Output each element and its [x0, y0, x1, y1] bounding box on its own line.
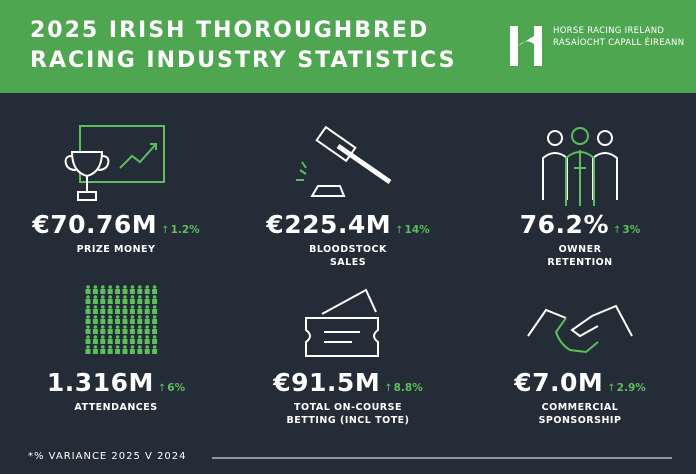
stat-label: OWNER RETENTION — [464, 243, 696, 269]
stat: €225.4M ↑14% BLOODSTOCK SALES — [232, 210, 464, 269]
stat-label: PRIZE MONEY — [0, 243, 232, 256]
stat-value: €91.5M — [273, 368, 381, 397]
stat-label: TOTAL ON-COURSE BETTING (INCL TOTE) — [232, 401, 464, 427]
handshake-icon — [527, 304, 633, 354]
title-line: 2025 IRISH THOROUGHBRED — [30, 18, 430, 43]
stat-change: 14% — [404, 224, 430, 236]
stat-label-line: ATTENDANCES — [74, 402, 158, 413]
footnote: *% VARIANCE 2025 V 2024 — [28, 451, 187, 462]
title-line: RACING INDUSTRY STATISTICS — [30, 48, 457, 73]
stat-label-line: RETENTION — [547, 257, 613, 268]
stat-label-line: SALES — [329, 257, 367, 268]
stat-value-line: 1.316M ↑6% — [0, 368, 232, 397]
people-icon — [542, 127, 618, 206]
arrow-icon: ↑ — [384, 383, 393, 394]
stat-change: 6% — [167, 382, 186, 394]
stat-label-line: OWNER — [558, 244, 602, 255]
stat-value: €70.76M — [32, 210, 158, 239]
attendance-icon — [85, 285, 158, 354]
stat-label: COMMERCIAL SPONSORSHIP — [464, 401, 696, 427]
stat-label-line: SPONSORSHIP — [538, 415, 622, 426]
stat-value: €7.0M — [514, 368, 604, 397]
logo-name: HORSE RACING IRELAND — [553, 26, 665, 36]
stat-label-line: TOTAL ON-COURSE — [294, 402, 402, 413]
stat-change: 2.9% — [616, 382, 646, 394]
stat-label: ATTENDANCES — [0, 401, 232, 414]
header: 2025 IRISH THOROUGHBRED RACING INDUSTRY … — [0, 0, 696, 93]
stat-label-line: PRIZE MONEY — [76, 244, 156, 255]
stat-label: BLOODSTOCK SALES — [232, 243, 464, 269]
footer-rule — [212, 457, 672, 459]
arrow-icon: ↑ — [613, 225, 622, 236]
stat-change: 3% — [622, 224, 641, 236]
stat-value-line: €7.0M ↑2.9% — [464, 368, 696, 397]
ticket-icon — [305, 288, 379, 357]
stat: 1.316M ↑6% ATTENDANCES — [0, 368, 232, 414]
arrow-icon: ↑ — [157, 383, 167, 394]
arrow-icon: ↑ — [395, 225, 404, 236]
stat-value-line: 76.2% ↑3% — [464, 210, 696, 239]
gavel-icon — [296, 125, 392, 197]
stat-label-line: BETTING (INCL TOTE) — [286, 415, 410, 426]
arrow-icon: ↑ — [161, 225, 170, 236]
stat-change: 8.8% — [393, 382, 423, 394]
stat: €91.5M ↑8.8% TOTAL ON-COURSE BETTING (INCL … — [232, 368, 464, 427]
stat-value-line: €91.5M ↑8.8% — [232, 368, 464, 397]
trophy-icon — [64, 125, 165, 201]
stat: €7.0M ↑2.9% COMMERCIAL SPONSORSHIP — [464, 368, 696, 427]
logo-name-irish: RÁSAÍOCHT CAPALL ÉIREANN — [553, 38, 685, 48]
arrow-icon: ↑ — [607, 383, 616, 394]
stat: €70.76M ↑1.2% PRIZE MONEY — [0, 210, 232, 256]
stat-value-line: €225.4M ↑14% — [232, 210, 464, 239]
stat-value: 76.2% — [519, 210, 609, 239]
stat-change: 1.2% — [170, 224, 200, 236]
stat-value: €225.4M — [266, 210, 392, 239]
stat: 76.2% ↑3% OWNER RETENTION — [464, 210, 696, 269]
stat-value: 1.316M — [46, 368, 154, 397]
stat-label-line: COMMERCIAL — [541, 402, 619, 413]
logo-mark — [510, 26, 542, 66]
stat-label-line: BLOODSTOCK — [309, 244, 387, 255]
stat-value-line: €70.76M ↑1.2% — [0, 210, 232, 239]
